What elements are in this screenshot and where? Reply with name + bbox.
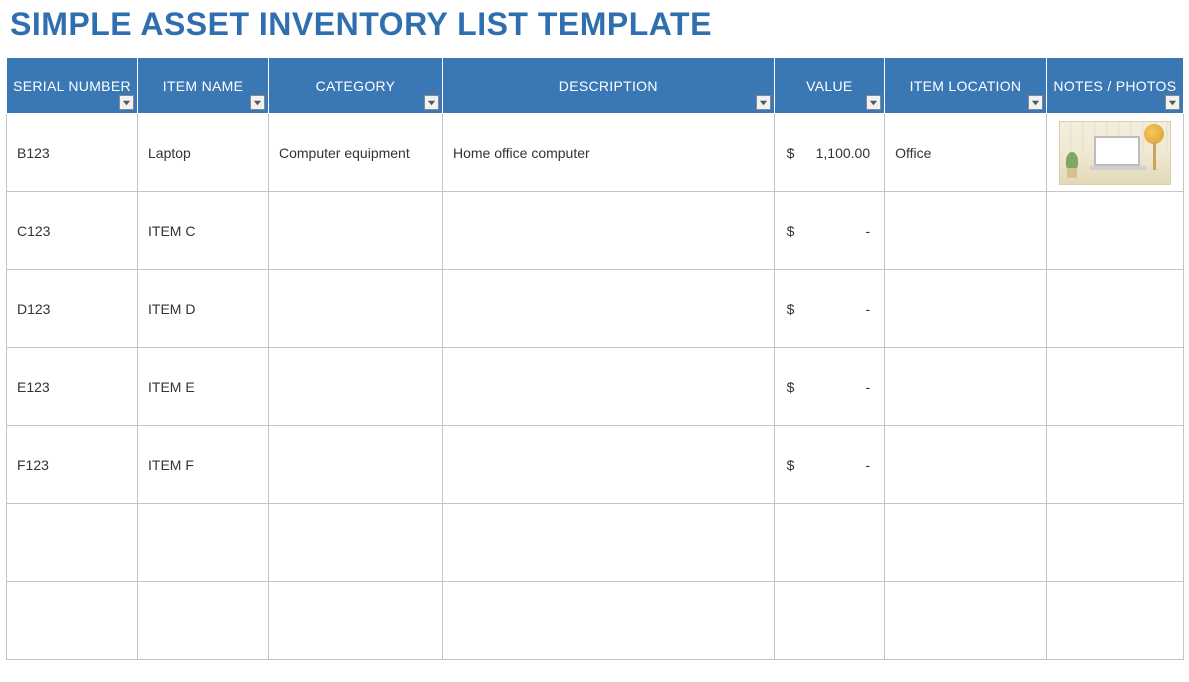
- value-cell[interactable]: $-: [774, 348, 885, 426]
- notes-photo-cell[interactable]: [1046, 426, 1183, 504]
- table-row: B123LaptopComputer equipmentHome office …: [7, 114, 1184, 192]
- description-cell[interactable]: [442, 426, 774, 504]
- currency-symbol: $: [785, 457, 795, 473]
- filter-dropdown-icon[interactable]: [119, 95, 134, 110]
- location-cell[interactable]: [885, 270, 1047, 348]
- notes-photo-cell[interactable]: [1046, 192, 1183, 270]
- category-cell[interactable]: [269, 582, 443, 660]
- table-body: B123LaptopComputer equipmentHome office …: [7, 114, 1184, 660]
- table-row: C123ITEM C$-: [7, 192, 1184, 270]
- notes-photo-cell[interactable]: [1046, 582, 1183, 660]
- category-cell[interactable]: [269, 192, 443, 270]
- filter-dropdown-icon[interactable]: [756, 95, 771, 110]
- serial-cell[interactable]: B123: [7, 114, 138, 192]
- value-cell[interactable]: $-: [774, 192, 885, 270]
- filter-dropdown-icon[interactable]: [250, 95, 265, 110]
- serial-cell[interactable]: E123: [7, 348, 138, 426]
- value-cell[interactable]: $-: [774, 426, 885, 504]
- location-cell[interactable]: [885, 348, 1047, 426]
- description-cell[interactable]: [442, 348, 774, 426]
- table-row: E123ITEM E$-: [7, 348, 1184, 426]
- serial-cell[interactable]: C123: [7, 192, 138, 270]
- column-header: ITEM LOCATION: [885, 58, 1047, 114]
- notes-photo-cell[interactable]: [1046, 270, 1183, 348]
- column-header: ITEM NAME: [138, 58, 269, 114]
- currency-symbol: $: [785, 379, 795, 395]
- location-cell[interactable]: [885, 582, 1047, 660]
- description-cell[interactable]: Home office computer: [442, 114, 774, 192]
- location-cell[interactable]: Office: [885, 114, 1047, 192]
- item-name-cell[interactable]: ITEM D: [138, 270, 269, 348]
- item-photo-thumbnail[interactable]: [1059, 121, 1171, 185]
- category-cell[interactable]: [269, 270, 443, 348]
- currency-symbol: $: [785, 223, 795, 239]
- filter-dropdown-icon[interactable]: [1028, 95, 1043, 110]
- category-cell[interactable]: [269, 504, 443, 582]
- category-cell[interactable]: Computer equipment: [269, 114, 443, 192]
- item-name-cell[interactable]: Laptop: [138, 114, 269, 192]
- category-cell[interactable]: [269, 426, 443, 504]
- location-cell[interactable]: [885, 192, 1047, 270]
- location-cell[interactable]: [885, 426, 1047, 504]
- serial-cell[interactable]: [7, 582, 138, 660]
- currency-symbol: $: [785, 301, 795, 317]
- serial-cell[interactable]: F123: [7, 426, 138, 504]
- column-header: DESCRIPTION: [442, 58, 774, 114]
- value-cell[interactable]: [774, 504, 885, 582]
- value-amount: 1,100.00: [816, 145, 875, 161]
- description-cell[interactable]: [442, 504, 774, 582]
- item-name-cell[interactable]: [138, 504, 269, 582]
- value-cell[interactable]: $1,100.00: [774, 114, 885, 192]
- page-title: SIMPLE ASSET INVENTORY LIST TEMPLATE: [0, 0, 1189, 57]
- description-cell[interactable]: [442, 270, 774, 348]
- table-row: [7, 504, 1184, 582]
- column-header: NOTES / PHOTOS: [1046, 58, 1183, 114]
- notes-photo-cell[interactable]: [1046, 504, 1183, 582]
- value-cell[interactable]: [774, 582, 885, 660]
- value-amount: -: [865, 223, 874, 239]
- column-header: SERIAL NUMBER: [7, 58, 138, 114]
- currency-symbol: $: [785, 145, 795, 161]
- column-header-label: VALUE: [806, 78, 852, 94]
- description-cell[interactable]: [442, 582, 774, 660]
- location-cell[interactable]: [885, 504, 1047, 582]
- table-row: F123ITEM F$-: [7, 426, 1184, 504]
- filter-dropdown-icon[interactable]: [1165, 95, 1180, 110]
- value-amount: -: [865, 301, 874, 317]
- notes-photo-cell[interactable]: [1046, 348, 1183, 426]
- value-amount: -: [865, 457, 874, 473]
- column-header-label: DESCRIPTION: [559, 78, 658, 94]
- column-header-label: ITEM NAME: [163, 78, 243, 94]
- filter-dropdown-icon[interactable]: [424, 95, 439, 110]
- column-header-label: SERIAL NUMBER: [13, 78, 131, 94]
- description-cell[interactable]: [442, 192, 774, 270]
- filter-dropdown-icon[interactable]: [866, 95, 881, 110]
- serial-cell[interactable]: D123: [7, 270, 138, 348]
- table-row: [7, 582, 1184, 660]
- value-cell[interactable]: $-: [774, 270, 885, 348]
- serial-cell[interactable]: [7, 504, 138, 582]
- table-row: D123ITEM D$-: [7, 270, 1184, 348]
- column-header-label: CATEGORY: [316, 78, 396, 94]
- column-header: VALUE: [774, 58, 885, 114]
- notes-photo-cell[interactable]: [1046, 114, 1183, 192]
- column-header-label: NOTES / PHOTOS: [1053, 78, 1176, 94]
- item-name-cell[interactable]: ITEM F: [138, 426, 269, 504]
- item-name-cell[interactable]: [138, 582, 269, 660]
- inventory-table: SERIAL NUMBER ITEM NAME CATEGORY DESCRIPTIO…: [6, 57, 1184, 660]
- table-header-row: SERIAL NUMBER ITEM NAME CATEGORY DESCRIPTIO…: [7, 58, 1184, 114]
- column-header: CATEGORY: [269, 58, 443, 114]
- column-header-label: ITEM LOCATION: [910, 78, 1022, 94]
- item-name-cell[interactable]: ITEM E: [138, 348, 269, 426]
- value-amount: -: [865, 379, 874, 395]
- category-cell[interactable]: [269, 348, 443, 426]
- item-name-cell[interactable]: ITEM C: [138, 192, 269, 270]
